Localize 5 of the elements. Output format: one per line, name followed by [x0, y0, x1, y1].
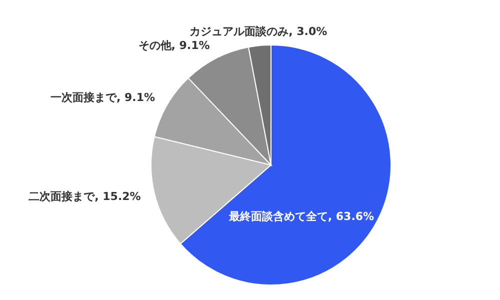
slice-label: カジュアル面談のみ, 3.0% — [190, 24, 328, 40]
slice-label: 二次面接まで, 15.2% — [28, 189, 141, 204]
slice-label: 最終面談含めて全て, 63.6% — [228, 209, 374, 224]
slice-label: その他, 9.1% — [138, 38, 210, 54]
slice-label: 一次面接まで, 9.1% — [50, 90, 156, 106]
